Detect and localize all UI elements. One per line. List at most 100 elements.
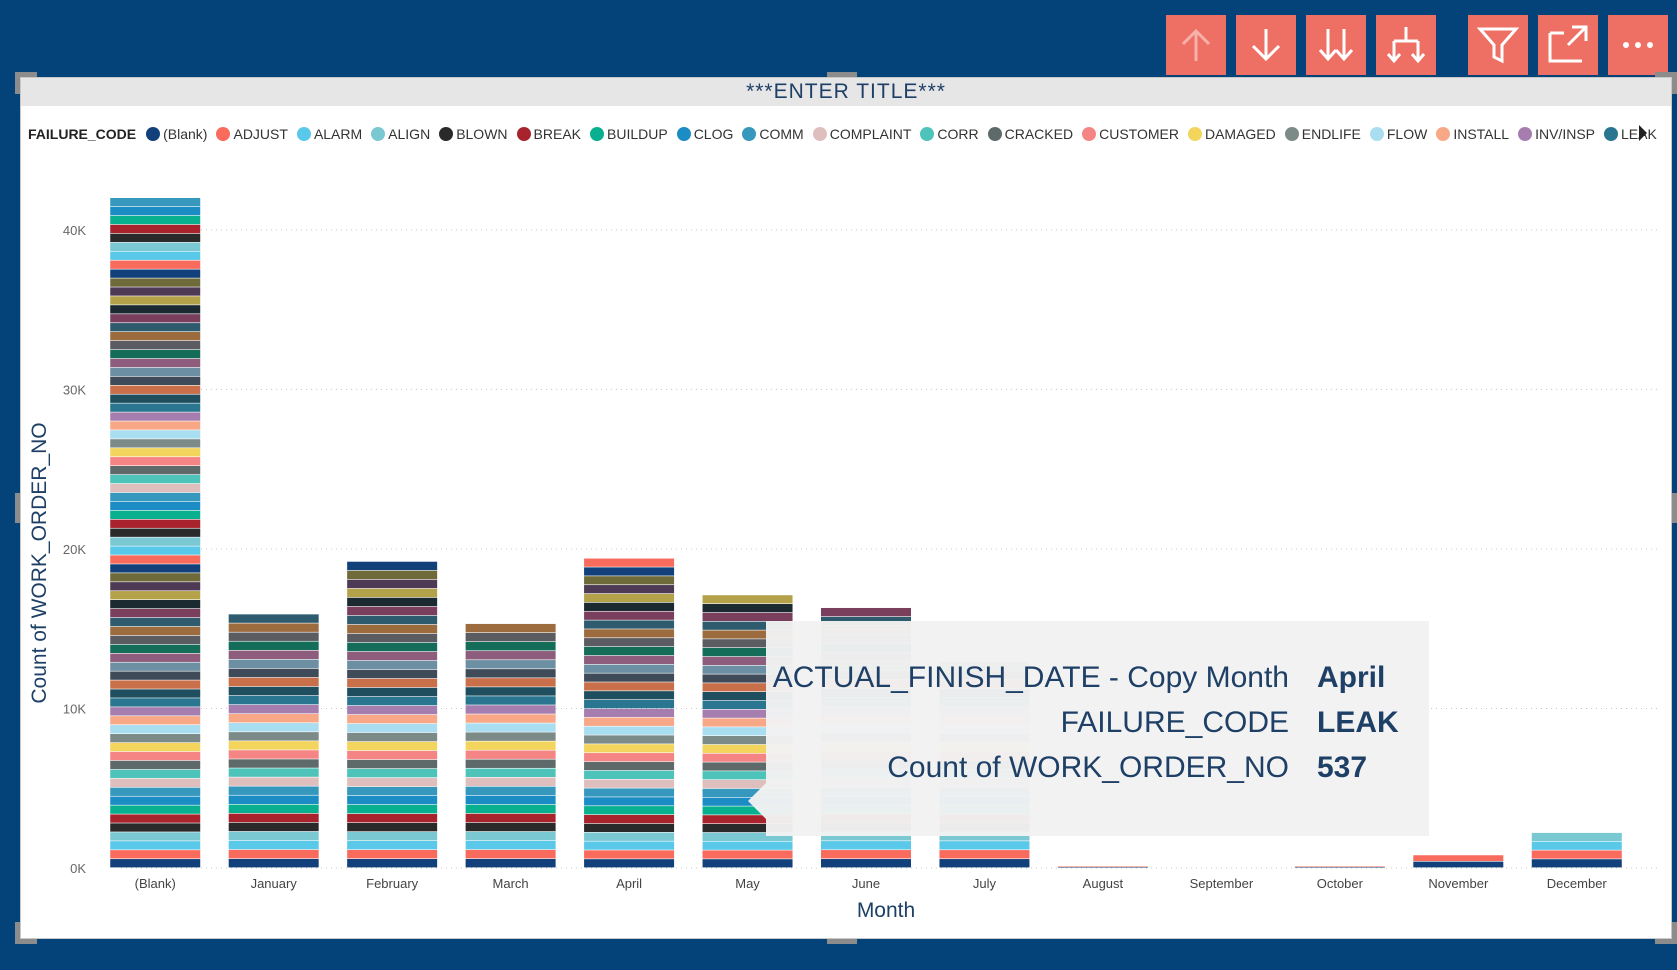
bar-segment <box>110 671 201 680</box>
bar-segment <box>465 768 556 778</box>
legend-item[interactable]: INSTALL <box>1436 126 1509 142</box>
bar-segment <box>110 403 201 412</box>
bar-segment <box>110 501 201 511</box>
resize-handle[interactable] <box>15 939 37 944</box>
legend-item[interactable]: LEAK <box>1604 126 1657 142</box>
legend-label: CORR <box>937 126 979 142</box>
bar-segment <box>110 439 201 448</box>
resize-handle[interactable] <box>1672 493 1677 523</box>
bar-segment <box>228 840 319 850</box>
bar-segment <box>465 651 556 660</box>
bar-segment <box>821 832 911 841</box>
x-axis-title: Month <box>857 899 915 922</box>
legend-item[interactable]: COMM <box>742 126 804 142</box>
resize-handle[interactable] <box>1672 922 1677 944</box>
bar-segment <box>1413 861 1504 868</box>
legend-item[interactable]: BUILDUP <box>590 126 668 142</box>
legend-label: ADJUST <box>233 126 288 142</box>
drill-up-button[interactable] <box>1166 15 1226 75</box>
bar-segment <box>347 606 438 616</box>
bar-segment <box>347 741 438 751</box>
bar-segment <box>347 786 438 796</box>
expand-next-level-button[interactable] <box>1306 15 1366 75</box>
bar-segment <box>702 700 793 710</box>
legend-scroll-right-icon[interactable] <box>1639 125 1647 141</box>
bar-segment <box>465 804 556 814</box>
legend-item[interactable]: CORR <box>920 126 979 142</box>
resize-handle[interactable] <box>1655 939 1677 944</box>
resize-handle[interactable] <box>15 72 37 77</box>
legend-item[interactable]: ENDLIFE <box>1284 126 1361 142</box>
bar-segment <box>1531 841 1622 850</box>
x-tick-label: April <box>616 876 642 891</box>
bar-segment <box>110 251 201 260</box>
x-tick-label: July <box>973 876 997 891</box>
bar-segment <box>110 198 201 207</box>
resize-handle[interactable] <box>15 493 20 523</box>
legend-label: ALARM <box>313 126 363 142</box>
bar-segment <box>584 629 675 638</box>
resize-handle[interactable] <box>15 922 20 944</box>
filter-button[interactable] <box>1468 15 1528 75</box>
legend-item[interactable]: ALIGN <box>371 126 430 142</box>
bar-segment <box>702 718 793 727</box>
bar-segment <box>110 314 201 323</box>
tooltip: ACTUAL_FINISH_DATE - Copy Month April FA… <box>748 621 1429 836</box>
resize-handle[interactable] <box>1655 72 1677 77</box>
legend-item[interactable]: DAMAGED <box>1187 126 1276 142</box>
bar-segment <box>347 714 438 724</box>
legend-item[interactable]: BREAK <box>516 126 581 142</box>
bar-segment <box>465 632 556 642</box>
bar-segment <box>110 778 201 787</box>
legend-item[interactable]: INV/INSP <box>1518 126 1595 142</box>
bar-segment <box>110 617 201 627</box>
x-tick-label: January <box>251 876 298 891</box>
drill-down-button[interactable] <box>1236 15 1296 75</box>
bar-segment <box>228 831 319 841</box>
bar-segment <box>465 714 556 723</box>
bar-segment <box>584 753 675 762</box>
bar-segment <box>347 858 438 868</box>
legend-label: LEAK <box>1621 126 1657 142</box>
bar-segment <box>347 624 438 634</box>
bar-segment <box>584 814 675 824</box>
bar-segment <box>110 376 201 385</box>
legend-item[interactable]: CLOG <box>676 126 733 142</box>
resize-handle[interactable] <box>827 72 857 77</box>
legend-item[interactable]: CUSTOMER <box>1082 126 1179 142</box>
bar-segment <box>939 832 1030 841</box>
bar-segment <box>702 727 793 736</box>
bar-segment <box>821 841 911 850</box>
bar-segment <box>110 841 201 850</box>
bar-segment <box>465 840 556 850</box>
bar-segment <box>584 770 675 779</box>
bar-segment <box>347 615 438 625</box>
legend-item[interactable]: COMPLAINT <box>812 126 911 142</box>
bar-segment <box>228 804 319 814</box>
legend-item[interactable]: ADJUST <box>216 126 288 142</box>
legend-item[interactable]: ALARM <box>296 126 363 142</box>
bar-segment <box>1057 867 1148 868</box>
bar-segment <box>584 717 675 726</box>
bar-segment <box>110 725 201 734</box>
legend-item[interactable]: CRACKED <box>987 126 1074 142</box>
bar-segment <box>702 788 793 798</box>
legend-item[interactable]: FLOW <box>1369 126 1427 142</box>
resize-handle[interactable] <box>1672 72 1677 94</box>
bar-segment <box>584 691 675 700</box>
focus-mode-button[interactable] <box>1538 15 1598 75</box>
more-options-button[interactable] <box>1608 15 1668 75</box>
bar-segment <box>584 850 675 859</box>
expand-hierarchy-button[interactable] <box>1376 15 1436 75</box>
legend-item[interactable]: BLOWN <box>439 126 508 142</box>
resize-handle[interactable] <box>15 72 20 94</box>
legend-label: CRACKED <box>1004 126 1074 142</box>
bar-segment <box>465 660 556 669</box>
resize-handle[interactable] <box>827 939 857 944</box>
bar-segment <box>584 761 675 771</box>
bar-segment <box>702 665 793 674</box>
legend-item[interactable]: (Blank) <box>146 126 207 142</box>
bar-segment <box>1413 855 1504 862</box>
bar-segment <box>702 621 793 630</box>
bar-segment <box>228 786 319 795</box>
